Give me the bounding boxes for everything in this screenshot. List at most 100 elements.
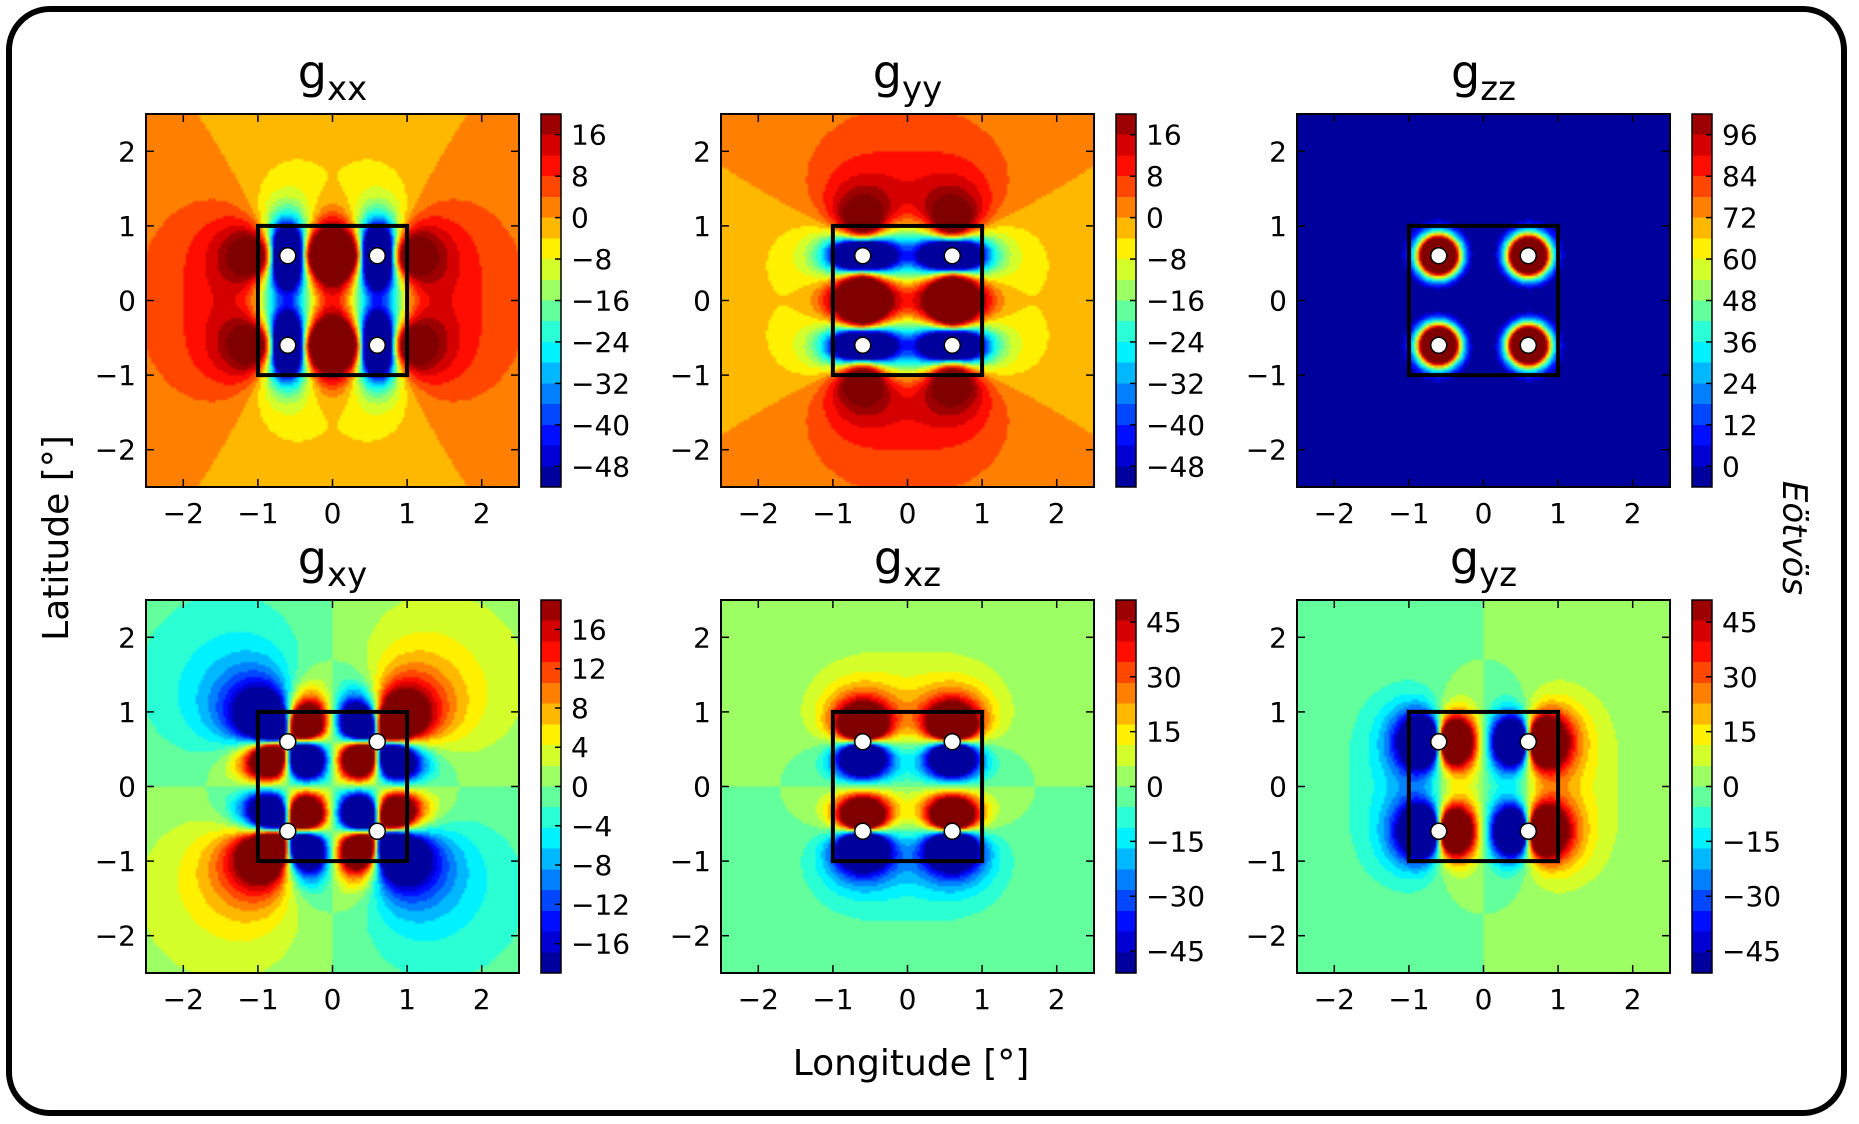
xtick-label: −1 [812,497,853,530]
colorbar-tick-label: 16 [1146,119,1182,152]
colorbar-gxy [541,600,561,973]
xtick-label: −2 [1314,983,1355,1016]
mass-marker-gyz-0 [1429,732,1448,751]
panel-title-sub: xx [327,69,367,109]
mass-marker-gzz-0 [1429,246,1448,265]
heatmap-gyz [1297,600,1670,973]
colorbar-tick-label: −48 [1146,450,1205,483]
xtick-label: 2 [473,497,491,530]
ytick-label: 2 [118,621,136,654]
panel-title-gxx: gxx [298,45,367,109]
xtick-label: −2 [163,983,204,1016]
colorbar-tick-label: −24 [571,326,630,359]
mass-marker-gyy-0 [853,246,872,265]
heatmap-gyy [721,114,1094,487]
survey-box-gxz [830,709,985,864]
heatmap-gxy [146,600,519,973]
y-axis-label: Latitude [°] [36,435,77,641]
colorbar-tick-label: 30 [1146,661,1182,694]
colorbar-tick-label: 0 [1146,771,1164,804]
colorbar-tick-label: −4 [571,810,612,843]
colorbar-gyz [1692,600,1712,973]
mass-marker-gxy-0 [278,732,297,751]
survey-box-gyz [1406,709,1561,864]
xtick-label: 1 [398,497,416,530]
colorbar-tick-label: −45 [1722,935,1781,968]
survey-box-gyy [830,223,985,378]
ytick-label: 1 [1269,696,1287,729]
colorbar-tick-label: −8 [571,849,612,882]
xtick-label: 0 [324,497,342,530]
panel-title-gyz: gyz [1450,531,1517,595]
ytick-label: 2 [118,135,136,168]
xtick-label: −1 [1388,497,1429,530]
xtick-label: −2 [1314,497,1355,530]
colorbar-tick-label: 84 [1722,160,1758,193]
xtick-label: 2 [473,983,491,1016]
ytick-label: −2 [670,434,711,467]
survey-box-gxy [255,709,410,864]
ytick-label: −1 [95,359,136,392]
ytick-label: 2 [1269,135,1287,168]
ytick-label: 1 [693,210,711,243]
colorbar-tick-label: 16 [571,613,607,646]
ytick-label: −2 [95,434,136,467]
mass-marker-gzz-2 [1429,336,1448,355]
panel-title-gzz: gzz [1451,45,1516,109]
panel-title-gxz: gxz [874,531,941,595]
colorbar-tick-label: −16 [571,928,630,961]
colorbar-tick-label: 45 [1146,606,1182,639]
mass-marker-gyz-3 [1519,822,1538,841]
heatmap-gzz [1297,114,1670,487]
colorbar-tick-label: 0 [571,202,589,235]
ytick-label: 0 [118,285,136,318]
colorbar-tick-label: −15 [1146,825,1205,858]
ytick-label: 0 [1269,285,1287,318]
mass-marker-gxz-3 [943,822,962,841]
xtick-label: −1 [237,983,278,1016]
colorbar-tick-label: −30 [1722,880,1781,913]
panels: gxx−2−2−1−10011221680−8−16−24−32−40−48gy… [95,45,1781,1016]
colorbar-tick-label: 36 [1722,326,1758,359]
panel-gxz: gxz −2 −2 −1 −1 0 0 1 1 2 2 45 30 15 0 −15 −30 −45 [670,531,1205,1016]
mass-marker-gzz-3 [1519,336,1538,355]
colorbar-tick-label: 0 [1146,202,1164,235]
mass-marker-gyy-3 [943,336,962,355]
colorbar-tick-label: 0 [1722,450,1740,483]
survey-box-gxx [255,223,410,378]
colorbar-tick-label: 12 [1722,409,1758,442]
colorbar-gxx [541,114,561,487]
ytick-label: 0 [118,771,136,804]
ytick-label: 0 [693,771,711,804]
colorbar-tick-label: 30 [1722,661,1758,694]
xtick-label: −2 [738,983,779,1016]
colorbar-tick-label: −40 [571,409,630,442]
colorbar-tick-label: −48 [571,450,630,483]
colorbar-tick-label: 45 [1722,606,1758,639]
xtick-label: 0 [1475,983,1493,1016]
heatmap-gxx [146,114,519,487]
mass-marker-gxz-1 [943,732,962,751]
mass-marker-gxx-3 [368,336,387,355]
colorbar-tick-label: −8 [1146,243,1187,276]
panel-title-base: g [874,531,903,585]
panel-title-sub: yy [902,69,942,109]
colorbar-gyy [1116,114,1136,487]
xtick-label: 1 [973,983,991,1016]
colorbar-tick-label: 60 [1722,243,1758,276]
colorbar-tick-label: 4 [571,731,589,764]
colorbar-tick-label: −32 [571,367,630,400]
colorbar-tick-label: 16 [571,119,607,152]
panel-title-base: g [298,45,327,99]
ytick-label: −2 [1246,920,1287,953]
panel-title-sub: xz [903,555,941,595]
colorbar-tick-label: 15 [1146,716,1182,749]
xtick-label: −2 [738,497,779,530]
xtick-label: 0 [1475,497,1493,530]
mass-marker-gyz-2 [1429,822,1448,841]
panel-title-gxy: gxy [298,531,367,595]
colorbar-tick-label: −30 [1146,880,1205,913]
